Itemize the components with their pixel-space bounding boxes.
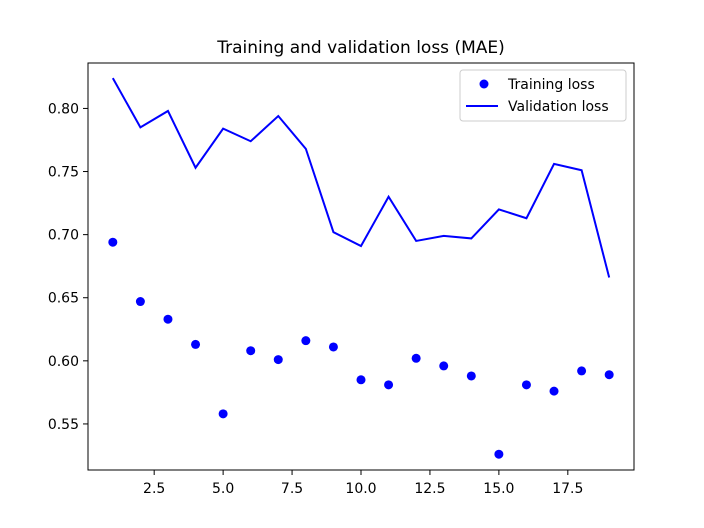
training-loss-point bbox=[439, 361, 449, 371]
training-loss-point bbox=[411, 353, 421, 363]
legend: Training loss Validation loss bbox=[459, 69, 627, 122]
training-loss-point bbox=[494, 449, 504, 459]
training-loss-point bbox=[273, 355, 283, 365]
training-loss-point bbox=[577, 366, 587, 376]
legend-marker-training bbox=[479, 79, 489, 89]
y-tick-label: 0.55 bbox=[48, 417, 79, 433]
y-tick-label: 0.60 bbox=[48, 354, 79, 370]
x-tick-label: 15.0 bbox=[483, 481, 514, 497]
plot-area: 2.5 5.0 7.5 10.0 12.5 15.0 17.5 0.55 0.60 0.65 0.7… bbox=[48, 62, 635, 497]
training-loss-point bbox=[328, 342, 338, 352]
y-tick-label: 0.70 bbox=[48, 228, 79, 244]
x-tick-label: 2.5 bbox=[143, 481, 165, 497]
legend-label-validation: Validation loss bbox=[508, 99, 609, 115]
training-loss-point bbox=[191, 339, 201, 349]
training-loss-point bbox=[246, 346, 256, 356]
y-tick-label: 0.65 bbox=[48, 291, 79, 307]
legend-label-training: Training loss bbox=[507, 77, 595, 93]
x-tick-label: 10.0 bbox=[345, 481, 376, 497]
y-tick-label: 0.75 bbox=[48, 165, 79, 181]
training-loss-point bbox=[218, 409, 228, 419]
data-layer bbox=[108, 77, 614, 459]
training-loss-point bbox=[301, 336, 311, 346]
training-loss-point bbox=[384, 380, 394, 390]
training-loss-point bbox=[549, 386, 559, 396]
training-loss-point bbox=[108, 237, 118, 247]
x-tick-label: 12.5 bbox=[414, 481, 445, 497]
training-loss-point bbox=[604, 370, 614, 380]
training-loss-point bbox=[466, 371, 476, 381]
training-loss-point bbox=[163, 314, 173, 324]
training-loss-point bbox=[135, 297, 145, 307]
training-loss-point bbox=[356, 375, 366, 385]
chart-title: Training and validation loss (MAE) bbox=[216, 38, 505, 58]
legend-box bbox=[459, 69, 627, 122]
training-loss-point bbox=[521, 380, 531, 390]
x-tick-label: 17.5 bbox=[552, 481, 583, 497]
x-tick-label: 5.0 bbox=[212, 481, 234, 497]
y-tick-label: 0.80 bbox=[48, 101, 79, 117]
x-tick-label: 7.5 bbox=[281, 481, 303, 497]
validation-loss-line bbox=[111, 77, 611, 278]
